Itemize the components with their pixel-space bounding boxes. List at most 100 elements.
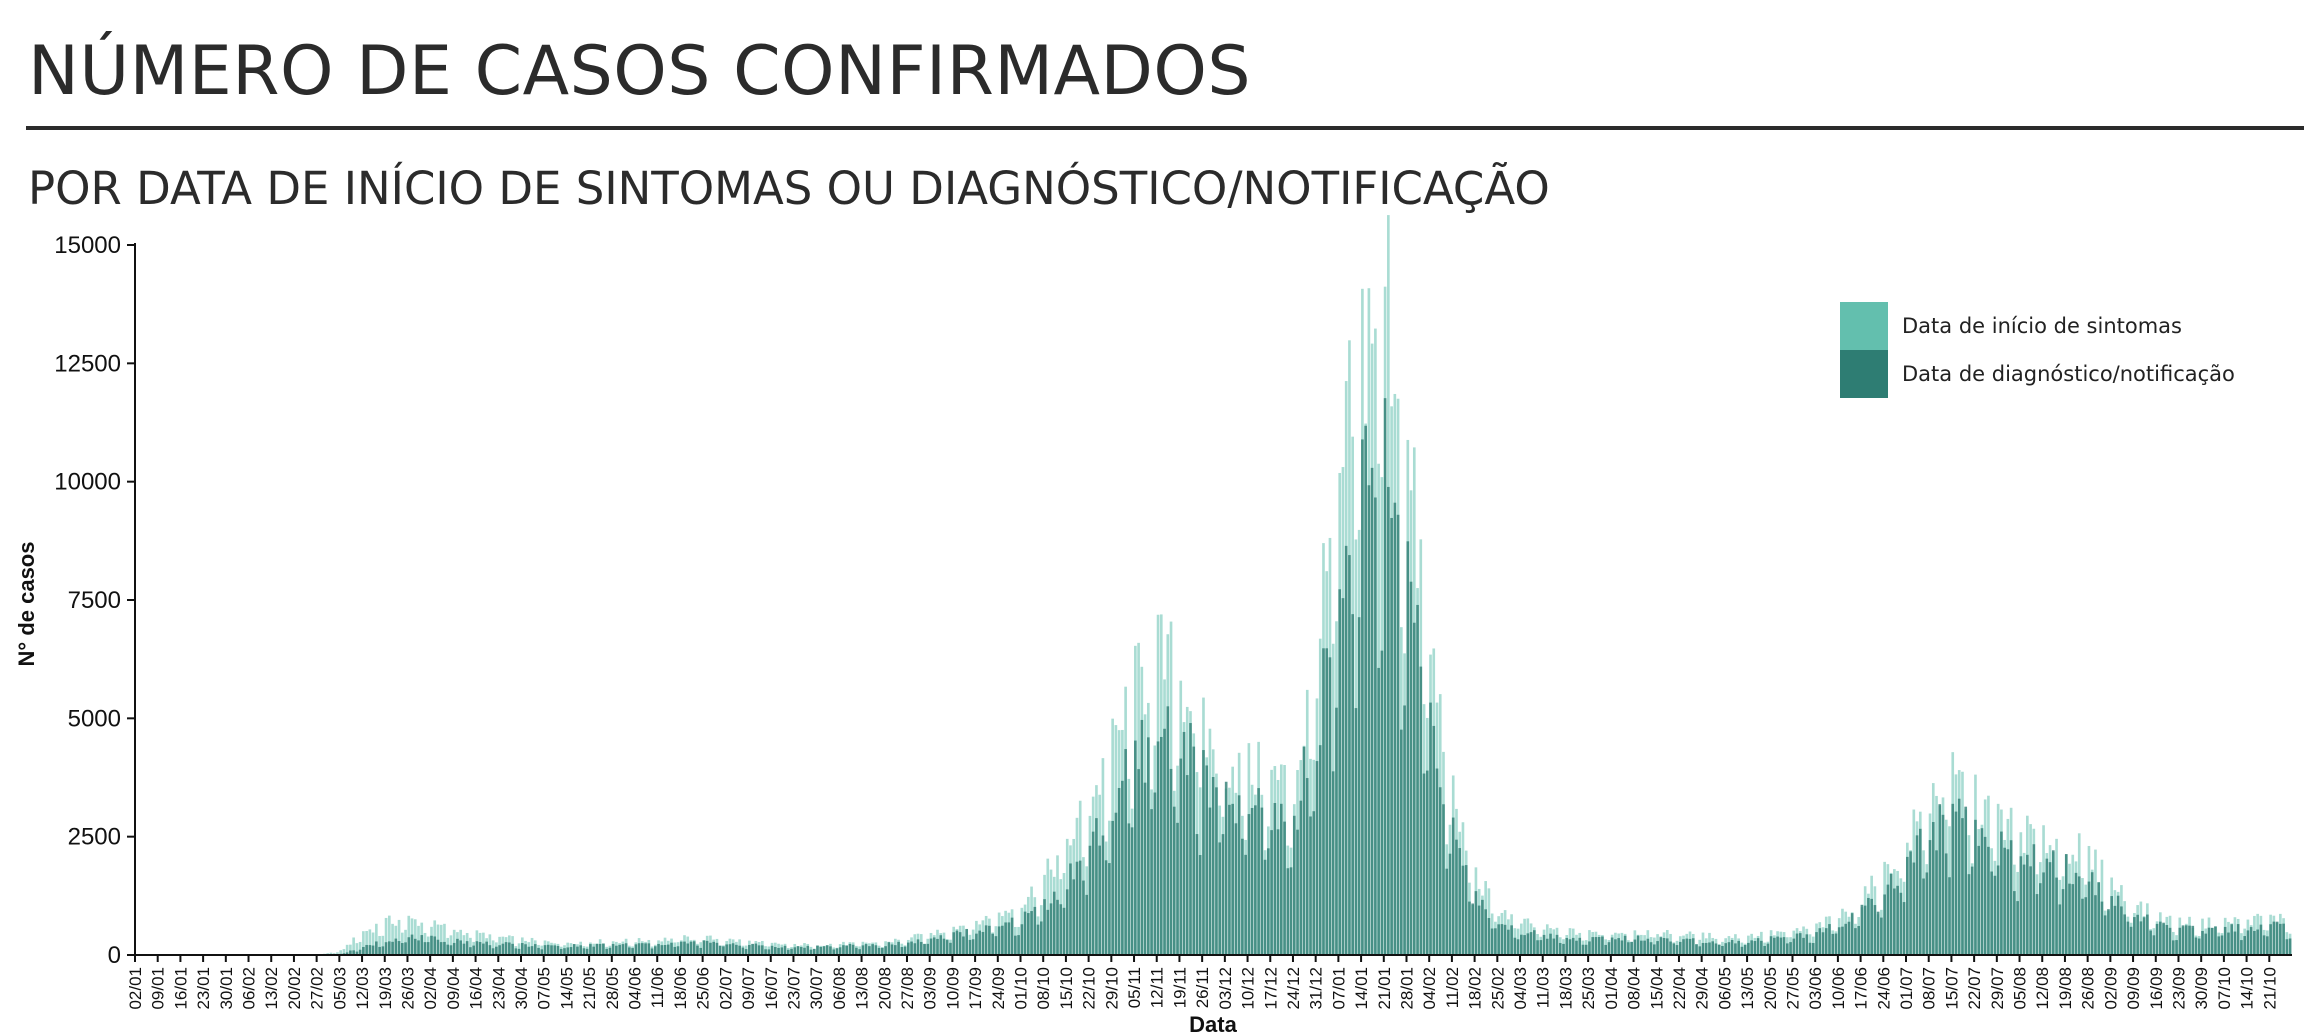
bar [2032, 844, 2036, 955]
bar [1815, 932, 1818, 955]
x-tick-label: 10/12 [1239, 967, 1258, 1010]
bar [1529, 932, 1533, 955]
bar [1798, 933, 1802, 955]
bar [832, 949, 836, 955]
bar [1065, 889, 1069, 955]
y-tick-label: 5000 [68, 705, 121, 732]
bar [657, 943, 660, 955]
bar [2230, 924, 2234, 955]
bar [653, 946, 657, 955]
bar [1591, 937, 1595, 955]
bar [1419, 666, 1423, 955]
bar [527, 946, 531, 955]
bar [624, 943, 628, 955]
bar [566, 947, 570, 955]
bar [1140, 719, 1144, 955]
bar [433, 936, 437, 955]
bar [1117, 787, 1121, 955]
bar [1610, 937, 1614, 955]
bar [641, 943, 644, 955]
bar [1198, 855, 1202, 955]
bar [1451, 817, 1455, 955]
bar [1565, 937, 1569, 955]
title-divider [26, 126, 2304, 130]
bar [2149, 930, 2152, 955]
bar [715, 942, 719, 955]
x-tick-label: 25/03 [1579, 967, 1598, 1010]
x-tick-label: 25/02 [1488, 967, 1507, 1010]
bar [1970, 866, 1974, 955]
bar [1500, 924, 1504, 955]
bar [702, 940, 706, 955]
bar [2249, 927, 2253, 955]
bar [2266, 936, 2269, 955]
bar [890, 944, 894, 955]
bar [855, 947, 858, 955]
bar [1640, 940, 1643, 955]
bar [1299, 800, 1303, 955]
bar [1364, 425, 1367, 955]
bar [1172, 806, 1176, 955]
bar [842, 945, 845, 955]
bar [572, 944, 576, 955]
bar [1468, 901, 1471, 955]
x-tick-label: 06/02 [240, 967, 259, 1010]
bar [2240, 940, 2243, 955]
bar [2259, 924, 2263, 955]
y-tick-label: 0 [108, 942, 121, 969]
bar [683, 941, 686, 955]
x-tick-label: 04/02 [1420, 967, 1439, 1010]
x-tick-label: 29/04 [1693, 967, 1712, 1010]
bar [1721, 945, 1724, 955]
bar [1292, 815, 1296, 955]
bar [449, 935, 453, 955]
bar [1568, 939, 1572, 955]
bar [559, 948, 563, 955]
bar [1001, 925, 1004, 955]
bar [478, 942, 482, 955]
bar [1571, 937, 1575, 955]
bar [498, 945, 501, 955]
bar [1695, 944, 1698, 955]
bar [1169, 768, 1173, 955]
bar [2246, 930, 2250, 955]
bar [1766, 943, 1770, 955]
bar [848, 943, 852, 955]
bar [1445, 868, 1449, 955]
bar [339, 950, 342, 955]
bar [1163, 728, 1166, 955]
bar [1062, 907, 1066, 955]
bar [543, 945, 547, 955]
x-tick-label: 26/03 [398, 967, 417, 1010]
bar [2171, 940, 2175, 955]
bar [1254, 805, 1257, 955]
x-tick-label: 26/08 [2079, 967, 2098, 1010]
bar [1503, 924, 1507, 955]
bar [426, 942, 430, 955]
bar [1438, 787, 1442, 955]
x-tick-label: 21/01 [1375, 967, 1394, 1010]
bar [1341, 598, 1345, 955]
bar [2214, 926, 2217, 955]
bar [1714, 943, 1718, 955]
bar [1824, 928, 1828, 955]
bar [1328, 657, 1332, 955]
x-tick-label: 12/03 [353, 967, 372, 1010]
bar [997, 926, 1001, 955]
legend-label-symptoms: Data de início de sintomas [1902, 314, 2182, 338]
bar [2204, 933, 2208, 955]
x-tick-label: 08/07 [1920, 967, 1939, 1010]
bar [793, 947, 797, 955]
bar [504, 942, 508, 955]
bar [579, 945, 583, 955]
bar [2051, 850, 2055, 955]
x-tick-label: 25/06 [694, 967, 713, 1010]
x-tick-label: 20/02 [285, 967, 304, 1010]
bar [868, 946, 871, 955]
x-tick-label: 15/10 [1057, 967, 1076, 1010]
bar [2197, 938, 2201, 955]
bar [874, 945, 878, 955]
bar [1156, 741, 1160, 955]
x-tick-label: 02/01 [126, 967, 145, 1010]
